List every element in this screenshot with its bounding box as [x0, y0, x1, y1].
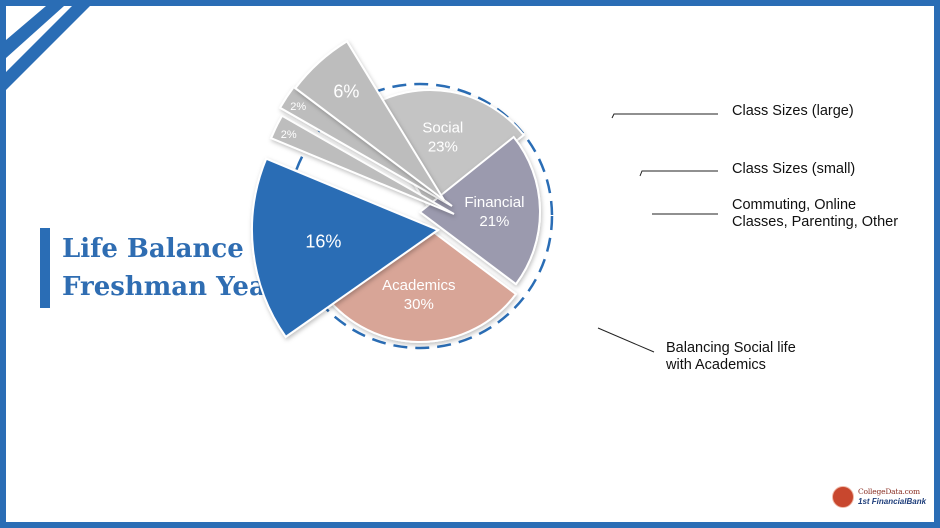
dashed-ring: [286, 82, 554, 350]
pie-slice-balancing-social-life-with-academics: [251, 157, 441, 339]
chart-title-line-1: Life Balance in: [62, 234, 282, 264]
slice-value-social: 23%: [428, 139, 458, 156]
logo-text-collegedata: CollegeData.com: [858, 487, 920, 496]
slice-value-label: 2%: [281, 129, 297, 141]
chart-title: Life Balance in Freshman Year: [62, 230, 292, 306]
callout-label-other-line-1: Commuting, Online: [732, 197, 857, 213]
slice-value-label: 16%: [305, 232, 341, 252]
slice-name-financial: Financial: [464, 194, 524, 211]
pie-slice-class-sizes-large: [293, 39, 445, 201]
slice-value-label: 2%: [290, 101, 306, 113]
slice-value-financial: 21%: [479, 213, 509, 230]
chart-title-line-2: Freshman Year: [62, 272, 280, 302]
slice-name-social: Social: [422, 120, 463, 137]
callout-line-small: [639, 170, 718, 177]
callout-label-balancing: Balancing Social life with Academics: [666, 340, 796, 374]
slice-label-academics: Academics 30%: [382, 277, 455, 313]
logo-text-bank: 1st FinancialBank: [858, 497, 927, 506]
callout-label-other-line-2: Classes, Parenting, Other: [732, 214, 899, 230]
callout-label-balancing-line-2: with Academics: [666, 357, 766, 373]
callout-label-large: Class Sizes (large): [732, 103, 854, 119]
callout-label-balancing-line-1: Balancing Social life: [666, 340, 796, 356]
slice-label-social: Social 23%: [422, 120, 463, 156]
pie-slice-financial: [418, 135, 541, 286]
collegedata-logo: CollegeData.com 1st FinancialBank: [832, 484, 928, 512]
pie-slice-commuting-online-classes-parenting-other: [269, 114, 455, 215]
slice-label-financial: Financial 21%: [464, 194, 524, 230]
pie-slice-class-sizes-small: [278, 85, 453, 207]
slice-value-label: 6%: [333, 82, 359, 102]
callout-line-large: [611, 113, 718, 119]
callout-line-balancing: [597, 327, 655, 353]
slice-value-academics: 30%: [404, 296, 434, 313]
slice-name-academics: Academics: [382, 277, 455, 294]
callout-label-small: Class Sizes (small): [732, 161, 856, 177]
corner-stripes-decoration: [6, 6, 90, 90]
title-accent-bar: [40, 228, 50, 308]
pie-slice-academics: [320, 220, 518, 343]
logo-seal-icon: [832, 486, 854, 508]
callout-label-other: Commuting, Online Classes, Parenting, Ot…: [732, 197, 898, 231]
